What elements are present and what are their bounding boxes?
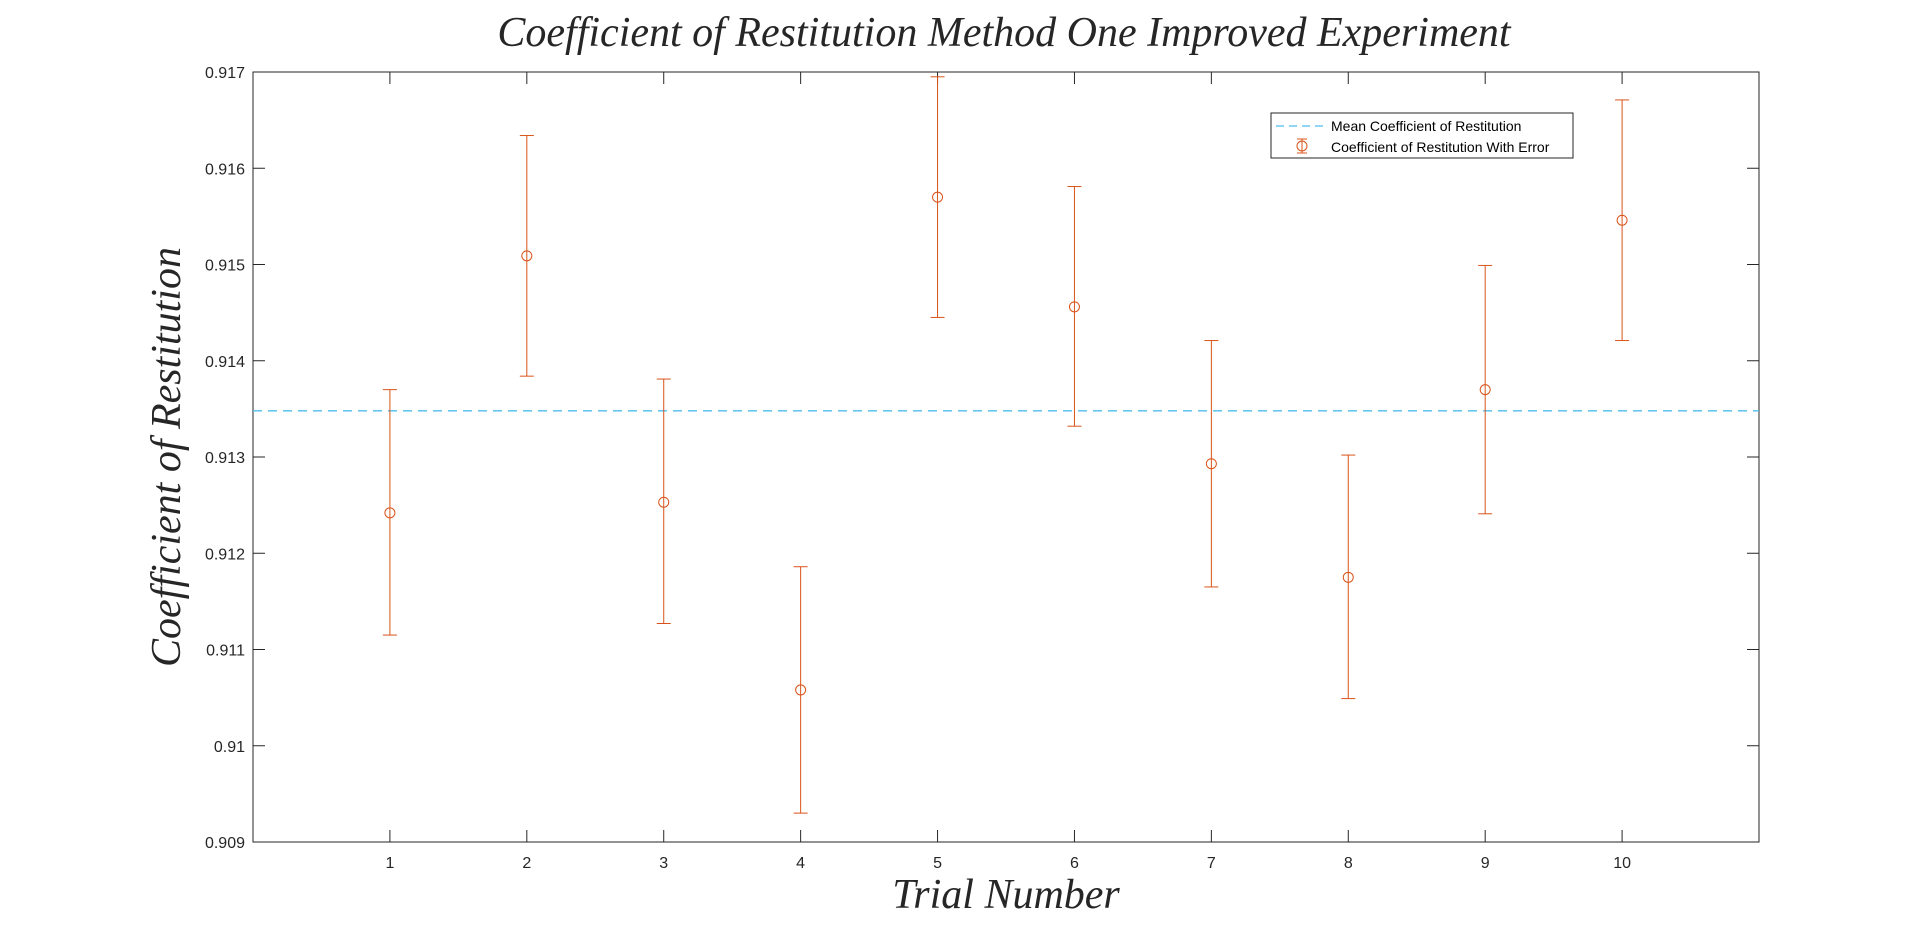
data-point-marker: [521, 250, 533, 262]
errorbar-point: [1341, 454, 1356, 700]
data-point-marker: [1616, 214, 1628, 226]
y-tick-label: 0.909: [205, 835, 245, 852]
legend-box: [1270, 112, 1574, 159]
y-axis-label: Coefficient of Restitution: [144, 247, 190, 667]
data-point-marker: [1205, 458, 1217, 470]
data-point-marker: [1342, 571, 1354, 583]
x-axis-label: Trial Number: [892, 872, 1120, 918]
y-axis: 0.909 0.91 0.911 0.912 0.913 0.914 0.915 0.916 0…: [205, 65, 1759, 852]
errorbar-series: [382, 76, 1630, 814]
data-point-marker: [384, 507, 396, 519]
y-tick-label: 0.917: [205, 65, 245, 82]
legend-errorbar-label: Coefficient of Restitution With Error: [1331, 139, 1550, 155]
errorbar-point: [793, 566, 808, 814]
y-tick-label: 0.916: [205, 161, 245, 178]
x-axis: 1 2 3 4 5 6 7 8 9 10: [385, 72, 1631, 872]
errorbar-point: [1478, 264, 1493, 515]
y-tick-label: 0.914: [205, 354, 245, 371]
legend-marker: [1296, 140, 1308, 152]
x-tick-label: 2: [522, 855, 531, 872]
y-tick-label: 0.913: [205, 450, 245, 467]
data-point-marker: [795, 684, 807, 696]
chart-title: Coefficient of Restitution Method One Im…: [497, 10, 1512, 56]
x-tick-label: 1: [385, 855, 394, 872]
errorbar-point: [382, 389, 397, 636]
plot-area: [252, 71, 1760, 843]
errorbar-point: [656, 378, 671, 625]
errorbar-point: [1067, 186, 1082, 427]
x-tick-label: 6: [1070, 855, 1079, 872]
errorbar-point: [1204, 340, 1219, 588]
y-tick-label: 0.915: [205, 258, 245, 275]
x-tick-label: 5: [933, 855, 942, 872]
errorbar-point: [1615, 99, 1630, 342]
x-tick-label: 9: [1481, 855, 1490, 872]
y-tick-label: 0.911: [206, 643, 245, 660]
y-tick-label: 0.91: [214, 739, 245, 756]
legend-errorbar-sample: [1296, 138, 1308, 154]
x-tick-label: 4: [796, 855, 805, 872]
y-tick-label: 0.912: [205, 546, 245, 563]
legend-mean-label: Mean Coefficient of Restitution: [1331, 118, 1521, 134]
x-tick-label: 3: [659, 855, 668, 872]
errorbar-point: [930, 76, 945, 318]
data-point-marker: [932, 191, 944, 203]
data-point-marker: [658, 496, 670, 508]
x-tick-label: 10: [1613, 855, 1631, 872]
errorbar-point: [519, 135, 534, 377]
x-tick-label: 8: [1344, 855, 1353, 872]
x-tick-label: 7: [1207, 855, 1216, 872]
data-point-marker: [1068, 301, 1080, 313]
legend: Mean Coefficient of Restitution Coeffici…: [1270, 112, 1574, 159]
data-point-marker: [1479, 384, 1491, 396]
